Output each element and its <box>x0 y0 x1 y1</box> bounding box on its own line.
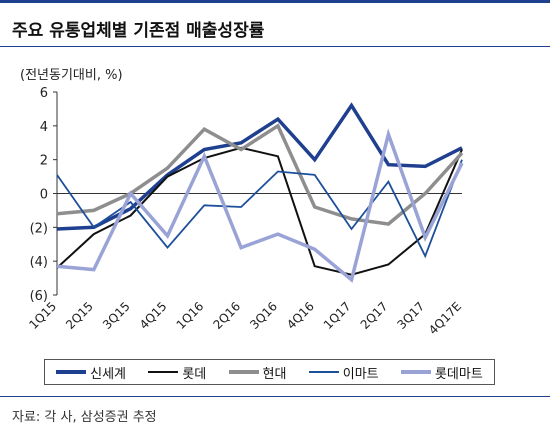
legend-swatch <box>228 370 259 374</box>
legend-swatch <box>308 371 339 373</box>
page-title: 주요 유통업체별 기존점 매출성장률 <box>12 21 265 41</box>
legend-label: 이마트 <box>342 366 379 382</box>
legend-item: 롯데 <box>148 363 206 382</box>
legend-label: 신세계 <box>90 366 127 382</box>
y-tick-label: 2 <box>40 154 48 169</box>
y-tick-label: (6) <box>30 289 48 304</box>
x-tick-label: 1Q17 <box>321 299 354 332</box>
legend-swatch <box>148 371 179 373</box>
chart-legend: 신세계 롯데 현대 이마트 롯데마트 <box>44 359 495 385</box>
title-divider <box>0 46 550 47</box>
legend-swatch <box>400 370 431 374</box>
series-line <box>56 123 464 226</box>
legend-label: 롯데 <box>182 366 207 382</box>
legend-item: 이마트 <box>308 363 379 382</box>
source-note: 자료: 각 사, 삼성증권 추정 <box>12 410 157 425</box>
legend-item: 신세계 <box>56 363 126 382</box>
y-tick-label: 6 <box>40 86 48 101</box>
legend-swatch <box>56 370 87 374</box>
legend-label: 현대 <box>262 366 287 382</box>
top-rule <box>0 0 550 3</box>
y-tick-label: (2) <box>30 221 48 236</box>
legend-item: 현대 <box>228 363 287 382</box>
y-tick-label: (4) <box>30 255 48 270</box>
x-tick-label: 4Q17E <box>426 299 464 337</box>
x-tick-label: 4Q15 <box>137 299 170 332</box>
series-line <box>56 102 463 231</box>
x-tick-label: 2Q17 <box>358 299 391 332</box>
x-tick-label: 3Q17 <box>395 299 428 332</box>
x-tick-label: 3Q16 <box>247 299 280 332</box>
x-tick-label: 2Q16 <box>210 299 243 332</box>
y-axis-unit-label: (전년동기대비, %) <box>20 68 123 83</box>
x-tick-label: 1Q15 <box>26 299 59 332</box>
series-line <box>56 128 464 283</box>
series-line <box>56 146 463 276</box>
footer-divider <box>0 396 550 397</box>
legend-label: 롯데마트 <box>434 366 483 382</box>
x-tick-label: 3Q15 <box>100 299 133 332</box>
x-tick-label: 2Q15 <box>63 299 96 332</box>
legend-item: 롯데마트 <box>400 363 483 382</box>
x-tick-label: 4Q16 <box>284 299 317 332</box>
y-tick-label: 4 <box>40 120 48 135</box>
y-tick-label: 0 <box>40 188 48 203</box>
x-tick-label: 1Q16 <box>174 299 207 332</box>
